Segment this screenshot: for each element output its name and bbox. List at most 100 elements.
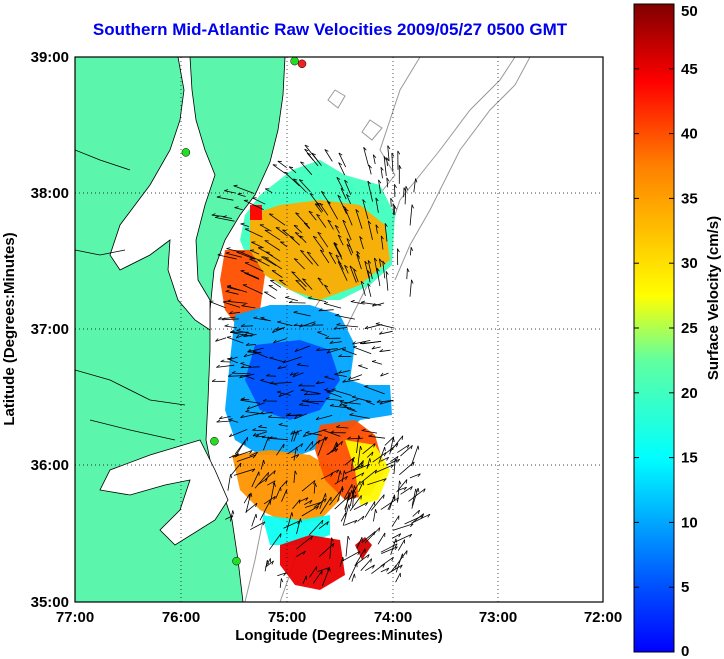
velocity-vector-head xyxy=(295,212,300,215)
velocity-vector-head xyxy=(299,323,303,328)
lat-tick-label: 37:00 xyxy=(31,321,69,338)
velocity-vector-head xyxy=(306,251,311,254)
velocity-vector-head xyxy=(396,443,399,448)
velocity-vector-head xyxy=(411,279,414,284)
velocity-vector-head xyxy=(352,458,355,463)
velocity-vector xyxy=(375,197,379,213)
velocity-vector-head xyxy=(305,497,309,502)
velocity-vector xyxy=(233,185,255,194)
velocity-vector-head xyxy=(336,176,341,180)
velocity-vector-head xyxy=(300,443,304,448)
velocity-vector xyxy=(312,570,323,584)
velocity-vector-head xyxy=(334,372,339,375)
velocity-vector-head xyxy=(331,537,334,542)
velocity-vector xyxy=(333,242,342,257)
velocity-vector xyxy=(396,479,408,493)
velocity-vector-head xyxy=(314,483,317,488)
velocity-vector-head xyxy=(234,206,239,208)
velocity-vector-head xyxy=(410,486,413,491)
velocity-vector xyxy=(227,474,231,491)
velocity-vector xyxy=(339,557,344,567)
velocity-vector-head xyxy=(317,331,322,333)
velocity-vector-head xyxy=(302,278,307,281)
velocity-vector xyxy=(342,378,360,383)
velocity-vector-head xyxy=(375,224,379,229)
velocity-vector-head xyxy=(317,502,322,506)
velocity-vector-head xyxy=(342,486,344,491)
velocity-vector xyxy=(294,232,302,239)
velocity-vector xyxy=(229,429,248,438)
velocity-vector xyxy=(234,440,246,458)
velocity-vector xyxy=(380,235,384,250)
colorbar xyxy=(633,3,675,653)
velocity-vector xyxy=(364,261,371,283)
velocity-vector xyxy=(299,497,309,503)
velocity-vector xyxy=(314,203,323,213)
velocity-vector-head xyxy=(372,360,377,362)
chesapeake-bay xyxy=(109,57,216,331)
velocity-vector-head xyxy=(415,488,418,493)
velocity-vector-head xyxy=(246,437,248,442)
velocity-vector-head xyxy=(302,433,307,437)
velocity-vector-head xyxy=(406,444,410,449)
velocity-vector xyxy=(360,469,377,483)
velocity-vector xyxy=(293,446,297,461)
velocity-vector xyxy=(337,486,343,502)
velocity-vector-head xyxy=(405,186,409,190)
velocity-vector-head xyxy=(294,348,298,352)
velocity-vector xyxy=(384,443,399,455)
velocity-vector-head xyxy=(262,398,267,402)
velocity-vector xyxy=(309,566,318,578)
velocity-vector xyxy=(252,431,267,437)
velocity-vector xyxy=(364,386,385,395)
velocity-vector-head xyxy=(417,487,420,492)
velocity-vector-head xyxy=(358,364,363,366)
velocity-vector xyxy=(324,389,334,392)
velocity-vector xyxy=(390,564,397,573)
velocity-vector xyxy=(230,510,234,522)
velocity-vector-head xyxy=(360,461,363,467)
velocity-vector-head xyxy=(336,469,340,474)
velocity-vector xyxy=(379,330,393,335)
velocity-vector xyxy=(334,475,348,485)
velocity-vector-head xyxy=(273,470,276,475)
velocity-vector-head xyxy=(335,313,340,316)
velocity-vector-head xyxy=(380,166,384,171)
velocity-vector xyxy=(308,519,324,536)
velocity-vector-head xyxy=(333,326,338,330)
velocity-vector-head xyxy=(278,423,283,425)
velocity-vector xyxy=(221,318,239,321)
velocity-vector xyxy=(316,214,327,228)
velocity-vector xyxy=(249,249,260,255)
velocity-vector-head xyxy=(313,480,316,485)
velocity-vector xyxy=(291,430,295,442)
velocity-vectors xyxy=(209,144,431,588)
velocity-vector-head xyxy=(262,521,266,526)
velocity-vector-head xyxy=(311,152,316,156)
velocity-vector-head xyxy=(307,296,312,299)
velocity-vector-head xyxy=(283,572,287,576)
velocity-vector-head xyxy=(324,284,329,288)
velocity-vector xyxy=(333,327,348,330)
velocity-vector xyxy=(215,337,227,342)
velocity-vector xyxy=(324,284,331,294)
velocity-vector-head xyxy=(300,250,305,253)
velocity-vector xyxy=(360,558,372,571)
velocity-field xyxy=(220,160,395,590)
velocity-vector-head xyxy=(375,322,380,325)
velocity-vector-head xyxy=(227,299,232,302)
velocity-vector-head xyxy=(390,197,394,202)
velocity-vector-head xyxy=(211,379,216,382)
velocity-vector xyxy=(389,435,404,452)
velocity-vector xyxy=(380,567,389,573)
velocity-vector-head xyxy=(396,497,400,502)
velocity-vector xyxy=(409,204,413,226)
velocity-vector xyxy=(269,357,286,363)
velocity-vector xyxy=(367,260,373,280)
velocity-vector xyxy=(263,436,269,451)
velocity-vector xyxy=(382,260,386,279)
velocity-vector-head xyxy=(253,316,258,319)
velocity-vector-head xyxy=(372,564,375,569)
velocity-vector-head xyxy=(376,399,381,403)
velocity-vector-head xyxy=(277,365,282,370)
